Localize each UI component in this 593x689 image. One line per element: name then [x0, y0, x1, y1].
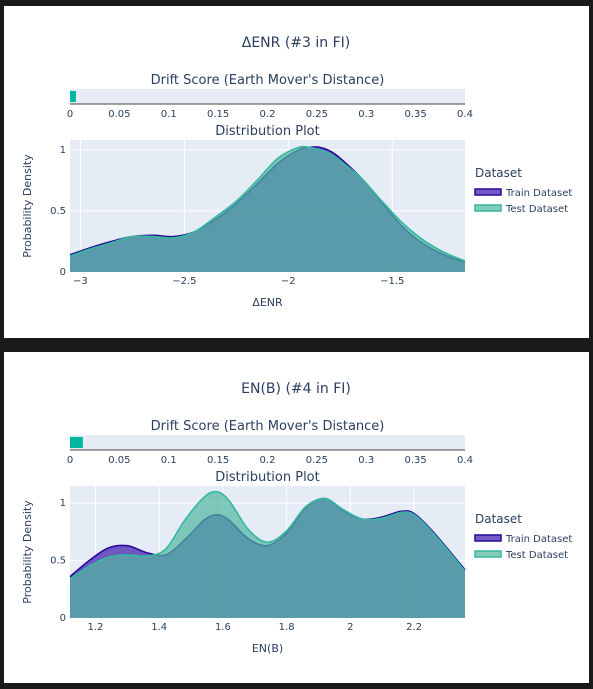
chart-title: EN(B) (#4 in FI) [241, 381, 351, 397]
drift-tick-label: 0.1 [161, 109, 177, 120]
legend-label: Test Dataset [505, 204, 568, 215]
drift-tick-label: 0 [67, 455, 73, 466]
legend-swatch [474, 534, 502, 542]
chart-panel-en-b: EN(B) (#4 in FI) Drift Score (Earth Mover… [4, 352, 589, 683]
drift-title: Drift Score (Earth Mover's Distance) [151, 73, 385, 88]
x-tick-label: −1.5 [380, 276, 404, 287]
distribution-title: Distribution Plot [215, 124, 319, 139]
y-tick-label: 1 [60, 498, 66, 509]
drift-tick-label: 0.15 [207, 109, 229, 120]
distribution-title: Distribution Plot [215, 470, 319, 485]
chart-panel-delta-enr: ΔENR (#3 in FI) Drift Score (Earth Mover'… [4, 6, 589, 338]
legend-label: Train Dataset [505, 534, 572, 545]
drift-tick-label: 0.05 [108, 109, 130, 120]
x-tick-label: 1.2 [88, 622, 104, 633]
x-axis-title: ΔENR [252, 296, 283, 309]
chart-svg: ΔENR (#3 in FI) Drift Score (Earth Mover'… [21, 35, 572, 309]
x-tick-label: 2.2 [406, 622, 422, 633]
legend-title: Dataset [475, 512, 522, 526]
x-tick-label: −2 [281, 276, 296, 287]
drift-tick-label: 0.2 [260, 109, 276, 120]
x-tick-label: −2.5 [172, 276, 196, 287]
x-tick-label: 2 [347, 622, 353, 633]
drift-tick-label: 0.4 [457, 109, 473, 120]
drift-tick-label: 0.25 [306, 109, 328, 120]
y-tick-label: 0.5 [50, 556, 66, 567]
drift-tick-label: 0.05 [108, 455, 130, 466]
legend-label: Train Dataset [505, 188, 572, 199]
legend-swatch [474, 188, 502, 196]
drift-plot-area [70, 89, 465, 104]
x-tick-label: 1.4 [151, 622, 167, 633]
x-axis-title: EN(B) [252, 642, 283, 655]
y-tick-label: 0.5 [50, 206, 66, 217]
series-area-test [70, 146, 465, 272]
drift-tick-label: 0.2 [260, 455, 276, 466]
drift-tick-label: 0.4 [457, 455, 473, 466]
drift-tick-label: 0.25 [306, 455, 328, 466]
drift-score-bar [70, 437, 83, 448]
chart-svg: EN(B) (#4 in FI) Drift Score (Earth Mover… [21, 381, 572, 655]
drift-tick-label: 0.35 [404, 455, 426, 466]
y-tick-label: 0 [60, 267, 66, 278]
y-tick-label: 1 [60, 145, 66, 156]
x-tick-label: 1.6 [215, 622, 231, 633]
legend-swatch [474, 550, 502, 558]
chart-title: ΔENR (#3 in FI) [242, 35, 350, 51]
drift-tick-label: 0.3 [358, 109, 374, 120]
series-line-test [69, 490, 466, 580]
drift-tick-label: 0.1 [161, 455, 177, 466]
legend-label: Test Dataset [505, 550, 568, 561]
legend-title: Dataset [475, 166, 522, 180]
drift-tick-label: 0.15 [207, 455, 229, 466]
drift-plot-area [70, 435, 465, 450]
drift-tick-label: 0.3 [358, 455, 374, 466]
x-tick-label: −3 [73, 276, 88, 287]
y-axis-title: Probability Density [21, 500, 34, 604]
series-area-test [70, 491, 465, 618]
drift-title: Drift Score (Earth Mover's Distance) [151, 419, 385, 434]
y-tick-label: 0 [60, 613, 66, 624]
legend-swatch [474, 204, 502, 212]
drift-tick-label: 0 [67, 109, 73, 120]
drift-tick-label: 0.35 [404, 109, 426, 120]
series-line-test [69, 145, 466, 262]
y-axis-title: Probability Density [21, 154, 34, 258]
drift-score-bar [70, 91, 76, 102]
x-tick-label: 1.8 [279, 622, 295, 633]
